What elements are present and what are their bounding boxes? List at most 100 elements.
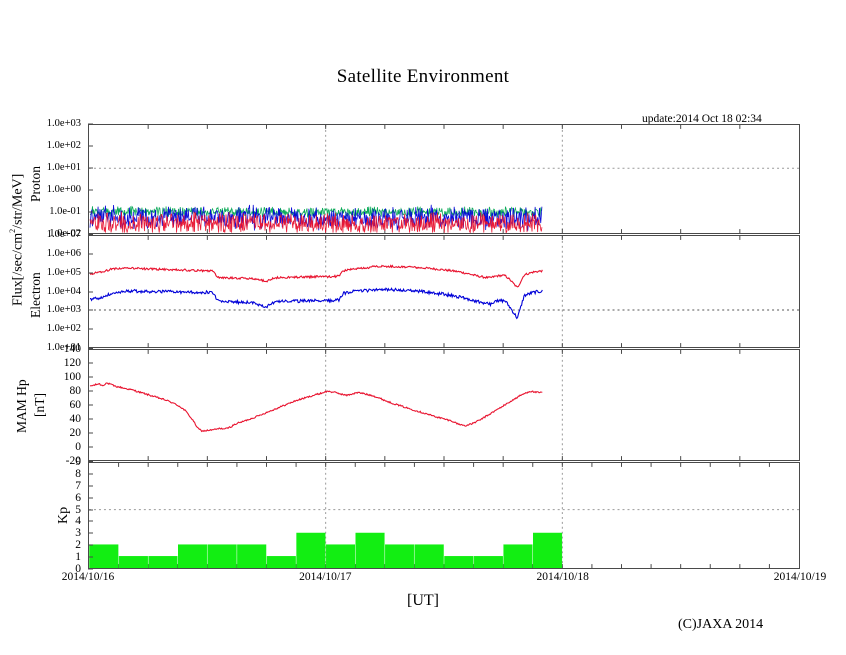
mam-tickmark bbox=[88, 404, 93, 406]
kp-tickmark bbox=[88, 485, 93, 487]
kp-bar bbox=[148, 556, 178, 568]
electron-ytick: 1.0e+05 bbox=[46, 266, 81, 278]
kp-tickmark bbox=[88, 497, 93, 499]
mam-ytick: 100 bbox=[63, 371, 81, 383]
mam-y-axis: 140 120 100 80 60 40 20 0 -20 bbox=[0, 343, 86, 467]
proton-tickmark bbox=[88, 211, 93, 213]
kp-bar bbox=[296, 532, 326, 568]
kp-tickmark bbox=[88, 556, 93, 558]
kp-ytick: 5 bbox=[75, 503, 81, 516]
kp-ytick: 8 bbox=[75, 467, 81, 480]
mam-ytick: 120 bbox=[63, 357, 81, 369]
kp-ytick: 7 bbox=[75, 479, 81, 492]
electron-tickmark bbox=[88, 272, 93, 274]
kp-bar bbox=[355, 532, 385, 568]
mam-ytick: 0 bbox=[75, 441, 81, 453]
proton-ytick: 1.0e+01 bbox=[46, 162, 81, 173]
electron-y-axis: 1.0e+07 1.0e+06 1.0e+05 1.0e+04 1.0e+03 1.0e+… bbox=[0, 229, 86, 353]
mam-tickmark bbox=[88, 418, 93, 420]
kp-bar bbox=[503, 544, 533, 568]
x-axis-label: [UT] bbox=[407, 592, 439, 609]
x-axis-tick-label: 2014/10/17 bbox=[299, 571, 352, 583]
kp-tickmark bbox=[88, 473, 93, 475]
kp-bar bbox=[325, 544, 356, 568]
kp-bar bbox=[266, 556, 296, 568]
kp-tickmark bbox=[88, 544, 93, 546]
proton-tickmark bbox=[88, 167, 93, 169]
mam-ytick: -20 bbox=[65, 455, 81, 467]
kp-ytick: 3 bbox=[75, 527, 81, 540]
electron-tickmark bbox=[88, 253, 93, 255]
electron-ytick: 1.0e+02 bbox=[46, 323, 81, 335]
proton-ytick: 1.0e-02 bbox=[49, 228, 81, 239]
electron-tickmark bbox=[88, 234, 93, 236]
electron-ytick: 1.0e+06 bbox=[46, 247, 81, 259]
kp-bar bbox=[237, 544, 267, 568]
kp-ytick: 4 bbox=[75, 515, 81, 528]
kp-plot-surface bbox=[89, 463, 799, 568]
x-axis-tick-label: 2014/10/16 bbox=[61, 571, 115, 583]
kp-ytick: 6 bbox=[75, 491, 81, 504]
mam-ytick: 20 bbox=[69, 427, 82, 439]
kp-tickmark bbox=[88, 461, 93, 463]
kp-tickmark bbox=[88, 568, 93, 570]
update-timestamp: update:2014 Oct 18 02:34 bbox=[642, 113, 762, 125]
mam-tickmark bbox=[88, 446, 93, 448]
mam-ytick: 60 bbox=[69, 399, 82, 411]
electron-ytick: 1.0e+03 bbox=[46, 304, 81, 316]
mam-tickmark bbox=[88, 390, 93, 392]
kp-ytick: 9 bbox=[75, 456, 81, 468]
mam-ytick: 140 bbox=[63, 343, 81, 355]
kp-bar bbox=[385, 544, 415, 568]
proton-tickmark bbox=[88, 189, 93, 191]
kp-tickmark bbox=[88, 532, 93, 534]
electron-flux-panel bbox=[88, 235, 800, 348]
electron-tickmark bbox=[88, 291, 93, 292]
proton-ytick: 1.0e-01 bbox=[49, 206, 81, 217]
electron-ytick: 1.0e+01 bbox=[46, 342, 81, 353]
proton-ytick: 1.0e+02 bbox=[46, 140, 81, 151]
mam-tickmark bbox=[88, 348, 93, 350]
kp-tickmark bbox=[88, 509, 93, 511]
proton-tickmark bbox=[88, 233, 93, 235]
proton-plot-surface bbox=[89, 125, 799, 233]
mam-hp-panel bbox=[88, 349, 800, 461]
kp-bar bbox=[89, 544, 119, 568]
kp-bar bbox=[177, 544, 208, 568]
proton-tickmark bbox=[88, 145, 93, 147]
proton-y-axis: 1.0e+03 1.0e+02 1.0e+01 1.0e+00 1.0e-01 1.0e-… bbox=[0, 118, 86, 239]
proton-ytick: 1.0e+00 bbox=[46, 184, 81, 195]
mam-ytick: 40 bbox=[69, 413, 82, 425]
electron-ytick: 1.0e+07 bbox=[46, 229, 81, 240]
electron-plot-surface bbox=[89, 236, 799, 347]
kp-tickmark bbox=[88, 520, 93, 522]
kp-ytick: 0 bbox=[75, 563, 81, 575]
kp-ytick: 1 bbox=[75, 551, 81, 564]
electron-tickmark bbox=[88, 309, 93, 311]
kp-bar bbox=[118, 556, 148, 568]
proton-flux-panel bbox=[88, 124, 800, 234]
mam-tickmark bbox=[88, 460, 93, 462]
proton-tickmark bbox=[88, 123, 93, 125]
electron-ytick: 1.0e+04 bbox=[46, 285, 81, 297]
x-axis-tick-label: 2014/10/18 bbox=[536, 571, 589, 583]
mam-plot-surface bbox=[89, 350, 799, 460]
kp-ytick: 2 bbox=[75, 539, 81, 552]
kp-bar bbox=[532, 532, 563, 568]
page-title: Satellite Environment bbox=[336, 66, 510, 87]
mam-tickmark bbox=[88, 376, 93, 378]
electron-tickmark bbox=[88, 328, 93, 330]
kp-bar bbox=[473, 556, 503, 568]
kp-bar bbox=[207, 544, 237, 568]
kp-bar bbox=[414, 544, 444, 568]
mam-tickmark bbox=[88, 432, 93, 434]
kp-bar bbox=[444, 556, 474, 568]
kp-index-panel bbox=[88, 462, 800, 569]
x-axis-tick-label: 2014/10/19 bbox=[773, 571, 827, 583]
proton-ytick: 1.0e+03 bbox=[46, 118, 81, 129]
mam-ytick: 80 bbox=[69, 385, 82, 397]
electron-tickmark bbox=[88, 347, 93, 349]
copyright-notice: (C)JAXA 2014 bbox=[678, 617, 764, 632]
mam-tickmark bbox=[88, 362, 93, 364]
